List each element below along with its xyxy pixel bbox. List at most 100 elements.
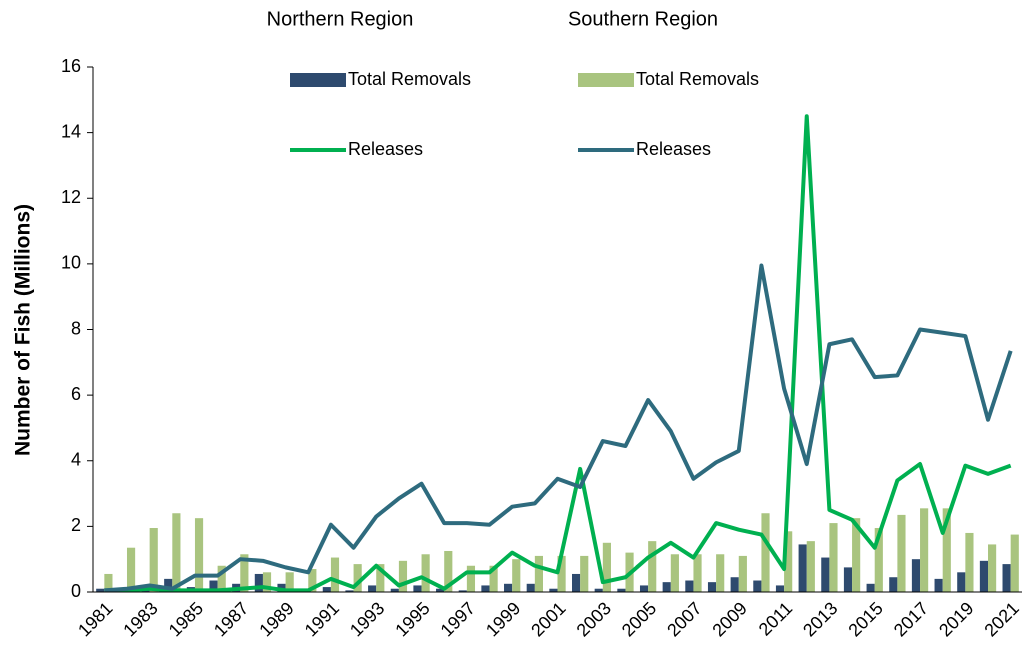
- bar: [798, 544, 807, 592]
- y-tick-label: 0: [71, 581, 81, 601]
- bar: [942, 508, 951, 592]
- x-tick-label: 1987: [210, 598, 252, 640]
- x-tick-label: 2017: [890, 598, 932, 640]
- x-tick-label: 2009: [708, 598, 750, 640]
- bar: [458, 590, 467, 592]
- x-tick-label: 2007: [663, 598, 705, 640]
- bar: [648, 541, 657, 592]
- bar: [897, 514, 906, 592]
- bar: [753, 580, 762, 592]
- bar: [526, 583, 535, 592]
- bar: [934, 578, 943, 592]
- bar: [285, 572, 294, 592]
- y-tick-label: 4: [71, 450, 81, 470]
- x-tick-label: 1997: [437, 598, 479, 640]
- y-tick-label: 10: [61, 253, 81, 273]
- bar: [662, 582, 671, 592]
- legend-label: Releases: [636, 139, 711, 159]
- x-tick-label: 2015: [844, 598, 886, 640]
- line: [104, 114, 1012, 593]
- x-tick-label: 2005: [618, 598, 660, 640]
- bar: [330, 557, 340, 592]
- line: [104, 263, 1013, 593]
- bar: [670, 554, 679, 592]
- bar: [1010, 534, 1019, 592]
- bar: [444, 550, 453, 592]
- bar: [911, 559, 921, 592]
- bar: [843, 567, 853, 592]
- bar: [639, 585, 649, 592]
- bar: [957, 572, 966, 592]
- bar: [209, 580, 218, 592]
- bar: [489, 565, 498, 592]
- bar: [707, 582, 717, 592]
- bar: [1002, 564, 1011, 592]
- x-tick-label: 1993: [346, 598, 388, 640]
- x-tick-label: 2001: [527, 598, 569, 640]
- x-tick-label: 1981: [74, 598, 116, 640]
- bar: [322, 587, 331, 592]
- y-tick-label: 6: [71, 384, 81, 404]
- y-tick-label: 2: [71, 515, 81, 535]
- bar: [979, 560, 989, 592]
- x-tick-label: 1995: [391, 598, 433, 640]
- x-tick-label: 1991: [301, 598, 343, 640]
- bar: [617, 588, 626, 592]
- bar: [602, 542, 611, 592]
- y-tick-label: 8: [71, 318, 81, 338]
- bar: [345, 590, 354, 592]
- bar: [580, 555, 589, 592]
- legend-label: Total Removals: [348, 69, 471, 89]
- bar: [436, 588, 445, 592]
- x-tick-label: 1983: [119, 598, 161, 640]
- bar: [96, 588, 105, 592]
- bar: [398, 560, 408, 592]
- x-tick-label: 2019: [935, 598, 977, 640]
- bar: [874, 528, 883, 592]
- bar: [194, 518, 204, 592]
- bar: [988, 544, 997, 592]
- x-tick-label: 1985: [165, 598, 207, 640]
- legend-title: Southern Region: [568, 8, 718, 30]
- x-tick-label: 2021: [980, 598, 1022, 640]
- bar: [852, 518, 861, 592]
- bar: [413, 585, 422, 592]
- bar: [730, 577, 739, 592]
- bar: [557, 555, 566, 592]
- bar: [376, 564, 385, 592]
- bar: [549, 588, 558, 592]
- bar: [149, 528, 158, 592]
- legend-swatch: [578, 73, 634, 87]
- bar: [829, 523, 838, 592]
- legend-label: Releases: [348, 139, 423, 159]
- legend-swatch: [290, 73, 346, 87]
- bar: [504, 583, 513, 592]
- bar: [534, 555, 543, 592]
- bar: [512, 559, 521, 592]
- bar: [126, 547, 136, 592]
- bar: [104, 573, 113, 592]
- bar: [784, 531, 793, 592]
- bar: [254, 573, 263, 592]
- bar: [889, 577, 898, 592]
- bar: [866, 583, 875, 592]
- bar: [481, 585, 490, 592]
- bar: [716, 554, 725, 592]
- legend-label: Total Removals: [636, 69, 759, 89]
- x-tick-label: 2003: [573, 598, 615, 640]
- bar: [693, 554, 702, 592]
- bar: [806, 541, 815, 592]
- bar: [172, 513, 181, 592]
- y-tick-label: 16: [61, 56, 81, 76]
- x-tick-label: 1999: [482, 598, 524, 640]
- bar: [240, 554, 249, 592]
- bar: [738, 555, 747, 592]
- legend-title: Northern Region: [267, 8, 414, 30]
- bar: [965, 532, 974, 592]
- y-tick-label: 12: [61, 187, 81, 207]
- y-tick-label: 14: [61, 121, 81, 141]
- x-tick-label: 2011: [755, 598, 797, 640]
- bar: [821, 557, 830, 592]
- bar: [466, 565, 476, 592]
